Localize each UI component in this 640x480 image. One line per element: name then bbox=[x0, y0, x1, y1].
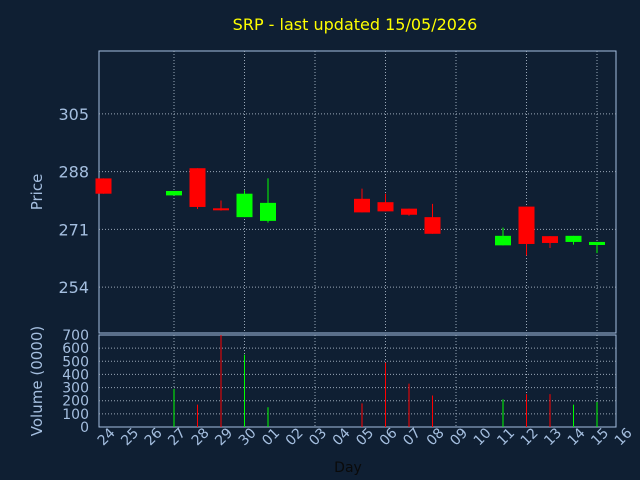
x-tick-label: 06 bbox=[377, 425, 401, 449]
x-tick-label: 26 bbox=[142, 425, 166, 449]
x-tick-label: 25 bbox=[118, 425, 142, 449]
price-tick-labels: 254 271 288 305 bbox=[58, 105, 89, 297]
x-tick-label: 09 bbox=[447, 425, 471, 449]
volume-tick-label: 700 bbox=[62, 328, 89, 344]
price-tick-label: 254 bbox=[58, 278, 89, 297]
x-tick-label: 24 bbox=[95, 425, 119, 449]
x-tick-label: 29 bbox=[212, 425, 236, 449]
volume-grid bbox=[99, 335, 616, 427]
price-tick-label: 305 bbox=[58, 105, 89, 124]
candle-body bbox=[189, 168, 206, 207]
volume-tick-label: 500 bbox=[62, 354, 89, 370]
x-tick-label: 04 bbox=[330, 425, 354, 449]
x-tick-label: 08 bbox=[424, 425, 448, 449]
candle-body bbox=[401, 208, 417, 215]
candle-body bbox=[354, 198, 370, 213]
candles bbox=[95, 168, 605, 256]
x-tick-label: 01 bbox=[259, 425, 283, 449]
x-tick-label: 30 bbox=[236, 425, 260, 449]
x-tick-label: 15 bbox=[588, 425, 612, 449]
price-tick-label: 288 bbox=[58, 163, 89, 182]
x-tick-label: 10 bbox=[471, 425, 495, 449]
x-tick-label: 03 bbox=[306, 425, 330, 449]
price-panel: 254 271 288 305 bbox=[58, 50, 617, 334]
volume-bars bbox=[173, 335, 598, 427]
x-axis-label: Day bbox=[334, 460, 362, 476]
volume-tick-label: 0 bbox=[80, 420, 89, 436]
x-tick-label: 07 bbox=[400, 425, 424, 449]
x-tick-label: 12 bbox=[518, 425, 542, 449]
price-axis-label: Price bbox=[28, 174, 46, 211]
x-tick-labels: 24 25 26 27 28 29 30 01 02 03 04 05 06 07 08 09 10 11 12 13… bbox=[95, 425, 636, 449]
candle-body bbox=[542, 236, 558, 243]
price-tick-label: 271 bbox=[58, 220, 89, 239]
volume-tick-label: 300 bbox=[62, 381, 89, 397]
candle-body bbox=[213, 208, 229, 211]
volume-tick-label: 600 bbox=[62, 341, 89, 357]
x-tick-label: 05 bbox=[353, 425, 377, 449]
x-tick-label: 02 bbox=[283, 425, 307, 449]
x-tick-label: 28 bbox=[189, 425, 213, 449]
volume-axis-label: Volume (0000) bbox=[28, 326, 46, 436]
candle-body bbox=[495, 235, 511, 246]
x-tick-label: 11 bbox=[494, 425, 518, 449]
candle-body bbox=[377, 202, 394, 212]
candle-body bbox=[95, 178, 112, 194]
x-tick-label: 13 bbox=[541, 425, 565, 449]
candle-body bbox=[565, 235, 582, 242]
candle-body bbox=[518, 206, 535, 244]
volume-tick-label: 200 bbox=[62, 394, 89, 410]
x-tick-label: 16 bbox=[612, 425, 636, 449]
x-tick-label: 27 bbox=[165, 425, 189, 449]
candle-body bbox=[260, 202, 276, 221]
volume-tick-label: 100 bbox=[62, 407, 89, 423]
x-tick-label: 14 bbox=[565, 425, 589, 449]
candle-body bbox=[589, 241, 605, 246]
candle-body bbox=[236, 193, 253, 218]
chart-title: SRP - last updated 15/05/2026 bbox=[233, 15, 478, 34]
volume-plot-frame bbox=[98, 334, 617, 428]
candle-body bbox=[424, 217, 441, 234]
volume-tick-label: 400 bbox=[62, 367, 89, 383]
candle-body bbox=[166, 190, 182, 196]
